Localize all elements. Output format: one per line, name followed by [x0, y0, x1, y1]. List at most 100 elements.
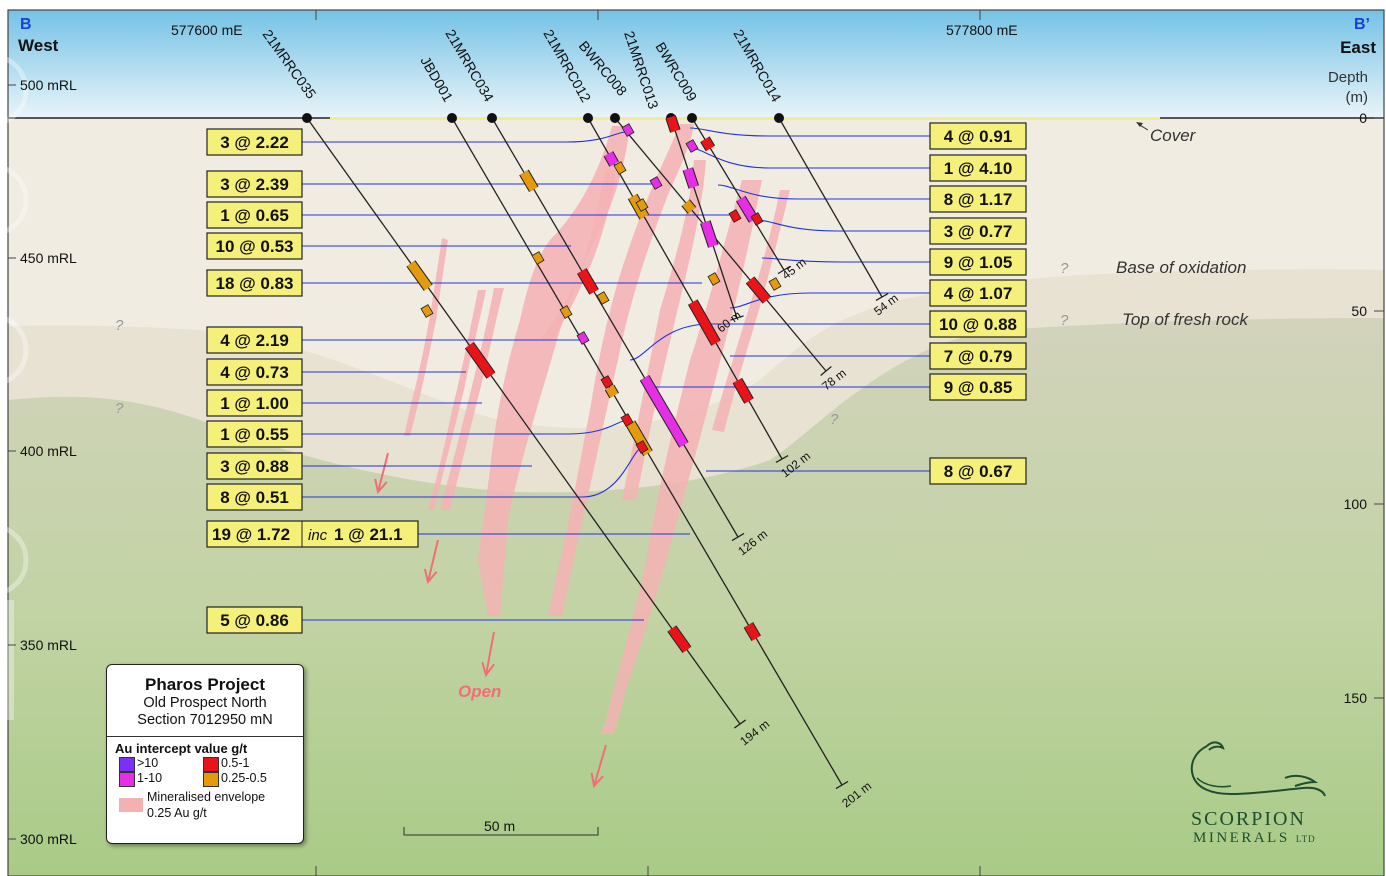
intercept-callout-text: 3 @ 2.39	[220, 175, 289, 194]
cover-pointer-head	[1136, 122, 1143, 127]
intercept-callout-box	[206, 358, 303, 386]
open-arrow-head	[481, 661, 495, 678]
end-of-hole-tick	[777, 265, 791, 275]
intercept-callout-box	[929, 217, 1027, 245]
intercept-callout-box	[929, 185, 1027, 213]
end-of-hole-tick	[731, 532, 745, 542]
rl-axis: 500 mRL 450 mRL 400 mRL 350 mRL 300 mRL	[8, 77, 77, 847]
intercept-callout-box	[206, 269, 303, 297]
easting-label: 577800 mE	[946, 22, 1018, 38]
drill-collar	[487, 113, 497, 123]
open-arrows	[374, 452, 607, 789]
drill-hole-trace	[587, 117, 783, 460]
end-of-hole-tick	[820, 366, 832, 376]
legend-divider	[107, 736, 303, 737]
intercept-marker	[576, 331, 590, 345]
logo-sub: MINERALS LTD	[1193, 830, 1316, 847]
intercept-block	[666, 115, 680, 133]
intercept-block	[682, 199, 696, 214]
intercept-callout-box	[206, 170, 303, 198]
intercept-marker	[750, 212, 764, 226]
intercept-callout-text: 1 @ 0.55	[220, 425, 289, 444]
intercept-callouts: 3 @ 2.22 3 @ 2.39 1 @ 0.65 10 @ 0.53 18 @ 0.…	[206, 122, 1027, 634]
intercept-callout-text: 9 @ 1.05	[944, 253, 1013, 272]
intercept-marker	[635, 198, 649, 212]
watermark	[0, 54, 29, 720]
intercept-block	[701, 220, 718, 248]
intercept-block	[605, 385, 619, 398]
intercept-callout-text: 8 @ 0.51	[220, 488, 289, 507]
intercept-callout-text: 4 @ 0.73	[220, 363, 289, 382]
intercept-callout-box	[206, 420, 303, 448]
intercept-block	[744, 622, 761, 641]
end-of-hole-tick	[775, 454, 789, 464]
intercept-callout-box	[206, 452, 303, 480]
intercept-callout-box	[206, 232, 303, 260]
logo-name: SCORPION	[1191, 808, 1306, 830]
depth-label: 50	[1351, 303, 1367, 319]
frame	[7, 9, 1385, 876]
drill-collar	[774, 113, 784, 123]
end-of-hole-tick	[733, 719, 747, 729]
intercept-callout-text: 8 @ 0.67	[944, 462, 1013, 481]
drill-collar	[610, 113, 620, 123]
legend-section: Section 7012950 mN	[137, 712, 273, 728]
open-label: Open	[458, 682, 501, 701]
open-arrow-shaft	[377, 452, 389, 493]
legend-swatch-orange	[203, 772, 219, 787]
mineralised-envelope	[404, 238, 448, 436]
depth-label: 150	[1344, 690, 1368, 706]
drill-collar	[302, 113, 312, 123]
intercept-callout-box	[206, 128, 303, 156]
intercept-block	[733, 378, 753, 404]
question-mark: ?	[115, 317, 124, 334]
intercept-callout-text: 10 @ 0.88	[939, 315, 1017, 334]
intercept-callout-box	[929, 373, 1027, 401]
question-mark: ?	[1060, 260, 1069, 277]
end-of-hole-tick	[835, 780, 849, 790]
intercept-callout-box	[206, 389, 303, 417]
intercept-callout-text: 3 @ 2.22	[220, 133, 289, 152]
depth-unit: (m)	[1346, 89, 1369, 106]
mineralised-envelope	[540, 170, 616, 340]
intercept-connector	[302, 131, 627, 143]
question-mark: ?	[1060, 312, 1069, 329]
intercept-block	[465, 342, 495, 379]
intercept-marker	[600, 375, 614, 389]
intercept-callout-text: 9 @ 0.85	[944, 378, 1013, 397]
open-arrow-shaft	[485, 631, 495, 676]
mineralised-envelope	[600, 180, 762, 734]
cover-label: Cover	[1150, 126, 1197, 145]
open-arrow-shaft	[427, 539, 439, 583]
cover-layer	[330, 117, 1160, 120]
intercept-marker	[559, 305, 573, 319]
depth-label: 0	[1359, 110, 1367, 126]
open-arrow-shaft	[593, 744, 607, 787]
intercept-connector	[717, 184, 930, 200]
intercept-connector	[302, 447, 643, 498]
base-oxidation-label: Base of oxidation	[1116, 258, 1246, 277]
company-logo: SCORPION MINERALS LTD	[1185, 738, 1335, 858]
intercept-blocks	[406, 115, 782, 653]
intercept-marker	[635, 440, 649, 454]
intercept-marker	[420, 304, 434, 318]
intercept-block	[668, 625, 691, 653]
legend-swatch-envelope	[119, 798, 143, 812]
legend-item: >10	[137, 756, 159, 770]
intercept-marker	[531, 251, 545, 265]
big-intercept-sub: 1 @ 21.1	[334, 525, 403, 544]
section-right-direction: East	[1340, 38, 1376, 57]
legend-item: 0.5-1	[221, 756, 250, 770]
logo-sub-text: MINERALS	[1193, 830, 1290, 846]
legend-row: 1-10 0.25-0.5	[107, 771, 303, 787]
scale-bar-label: 50 m	[484, 818, 515, 834]
intercept-block	[688, 299, 720, 346]
rl-label: 350 mRL	[20, 637, 77, 653]
legend-swatch-red	[203, 757, 219, 772]
intercept-callout-box	[206, 606, 303, 634]
intercept-block	[604, 151, 619, 167]
intercept-callout-text: 4 @ 0.91	[944, 127, 1013, 146]
rl-label: 300 mRL	[20, 831, 77, 847]
legend-swatch-magenta	[119, 772, 135, 787]
